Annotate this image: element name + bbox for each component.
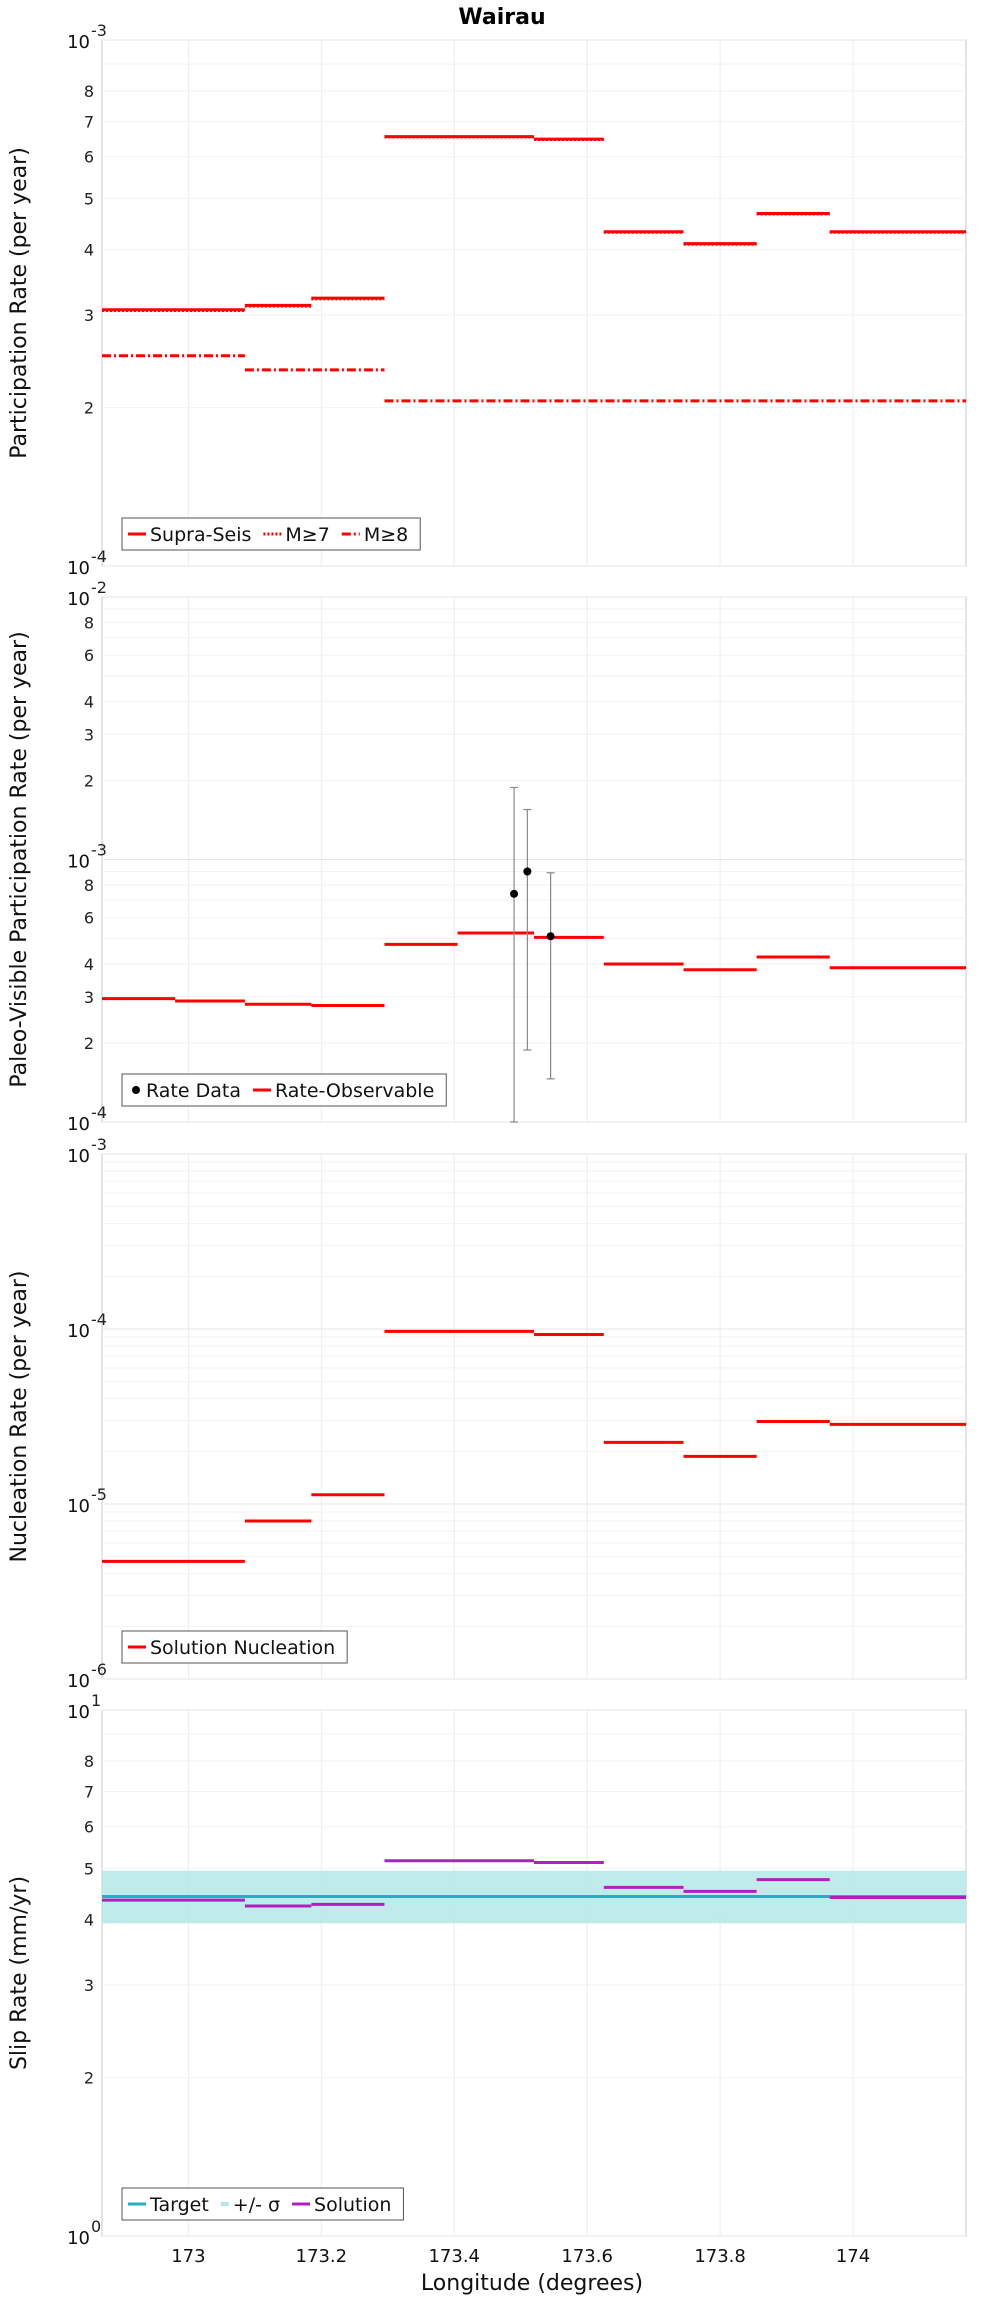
- y-minor-tick-label: 8: [84, 613, 94, 632]
- figure-title: Wairau: [458, 5, 545, 30]
- plot-frame: [101, 1709, 967, 2237]
- y-decade-tick-label: 10: [67, 1702, 90, 1723]
- y-decade-exponent: -4: [91, 1310, 107, 1329]
- y-minor-tick-label: 8: [84, 82, 94, 101]
- legend: Solution Nucleation: [121, 1630, 348, 1664]
- y-minor-tick-label: 7: [84, 1782, 94, 1801]
- y-decade-exponent: 1: [91, 1691, 101, 1710]
- y-minor-tick-label: 6: [84, 1818, 94, 1837]
- series-rate-observable: [102, 931, 966, 1007]
- y-decade-exponent: 0: [91, 2217, 101, 2236]
- legend-marker: [132, 1086, 140, 1094]
- legend-label: Solution: [314, 2194, 391, 2216]
- y-minor-tick-label: 7: [84, 112, 94, 131]
- legend-label: Target: [149, 2194, 209, 2216]
- legend-label: M≥8: [364, 524, 408, 546]
- y-decade-exponent: -3: [91, 841, 107, 860]
- y-minor-tick-label: 8: [84, 1752, 94, 1771]
- series-solution-nucleation: [102, 1329, 966, 1563]
- data-point: [510, 889, 519, 898]
- y-minor-tick-label: 3: [84, 988, 94, 1007]
- y-minor-tick-label: 2: [84, 399, 94, 418]
- y-minor-tick-label: 8: [84, 876, 94, 895]
- y-decade-exponent: -5: [91, 1485, 107, 1504]
- y-decade-tick-label: 10: [67, 32, 90, 53]
- legend-box: [121, 1630, 348, 1664]
- y-decade-tick-label: 10: [67, 1496, 90, 1517]
- x-tick-label: 173.4: [428, 2246, 480, 2267]
- legend: Target +/- σ Solution: [121, 2187, 404, 2221]
- y-minor-tick-label: 3: [84, 1976, 94, 1995]
- y-decade-exponent: -4: [91, 547, 107, 566]
- y-minor-tick-label: 5: [84, 1859, 94, 1878]
- y-decade-exponent: -3: [91, 1135, 107, 1154]
- plot-frame: [101, 39, 967, 567]
- y-minor-tick-label: 3: [84, 725, 94, 744]
- y-decade-tick-label: 10: [67, 558, 90, 579]
- series-rate-data: [510, 786, 555, 1123]
- y-minor-tick-label: 5: [84, 189, 94, 208]
- series-m-8: [102, 354, 966, 403]
- y-decade-exponent: -4: [91, 1103, 107, 1122]
- y-decade-tick-label: 10: [67, 2228, 90, 2249]
- series-m-7: [102, 135, 966, 313]
- y-minor-tick-label: 4: [84, 692, 94, 711]
- legend-label: Solution Nucleation: [150, 1637, 335, 1659]
- y-axis-label: Nucleation Rate (per year): [7, 1271, 32, 1563]
- y-minor-tick-label: 2: [84, 2069, 94, 2088]
- plot-frame: [101, 1153, 967, 1680]
- legend-box: [121, 2187, 404, 2221]
- y-axis-label: Slip Rate (mm/yr): [7, 1876, 32, 2070]
- y-axis-label: Paleo-Visible Participation Rate (per ye…: [7, 631, 32, 1087]
- y-minor-tick-label: 4: [84, 240, 94, 259]
- x-tick-label: 173.6: [561, 2246, 613, 2267]
- series-solution: [102, 1859, 966, 1908]
- y-decade-tick-label: 10: [67, 589, 90, 610]
- y-minor-tick-label: 4: [84, 1910, 94, 1929]
- y-decade-tick-label: 10: [67, 1671, 90, 1692]
- legend-label: Supra-Seis: [150, 524, 251, 546]
- legend: Rate Data Rate-Observable: [121, 1073, 447, 1107]
- legend-box: [121, 1073, 447, 1107]
- legend-label: M≥7: [285, 524, 329, 546]
- data-point: [523, 867, 532, 876]
- y-axis-label: Participation Rate (per year): [7, 147, 32, 459]
- legend-label: Rate Data: [146, 1080, 241, 1102]
- data-point: [546, 932, 555, 941]
- y-decade-exponent: -3: [91, 21, 107, 40]
- x-tick-label: 173: [171, 2246, 205, 2267]
- y-minor-tick-label: 2: [84, 1034, 94, 1053]
- y-decade-exponent: -2: [91, 578, 107, 597]
- x-axis-label: Longitude (degrees): [421, 2271, 643, 2296]
- y-minor-tick-label: 6: [84, 909, 94, 928]
- legend-label: Rate-Observable: [275, 1080, 434, 1102]
- y-decade-exponent: -6: [91, 1660, 107, 1679]
- x-tick-label: 174: [836, 2246, 870, 2267]
- y-minor-tick-label: 3: [84, 306, 94, 325]
- y-decade-tick-label: 10: [67, 1321, 90, 1342]
- y-minor-tick-label: 2: [84, 771, 94, 790]
- legend-swatch: [220, 2202, 229, 2206]
- x-tick-label: 173.8: [694, 2246, 746, 2267]
- y-minor-tick-label: 6: [84, 148, 94, 167]
- legend: Supra-Seis M≥7 M≥8: [121, 517, 421, 551]
- legend-label: +/- σ: [233, 2194, 280, 2216]
- y-decade-tick-label: 10: [67, 1146, 90, 1167]
- x-tick-label: 173.2: [296, 2246, 348, 2267]
- y-decade-tick-label: 10: [67, 1114, 90, 1135]
- y-decade-tick-label: 10: [67, 852, 90, 873]
- y-minor-tick-label: 4: [84, 955, 94, 974]
- legend-box: [121, 517, 421, 551]
- y-minor-tick-label: 6: [84, 646, 94, 665]
